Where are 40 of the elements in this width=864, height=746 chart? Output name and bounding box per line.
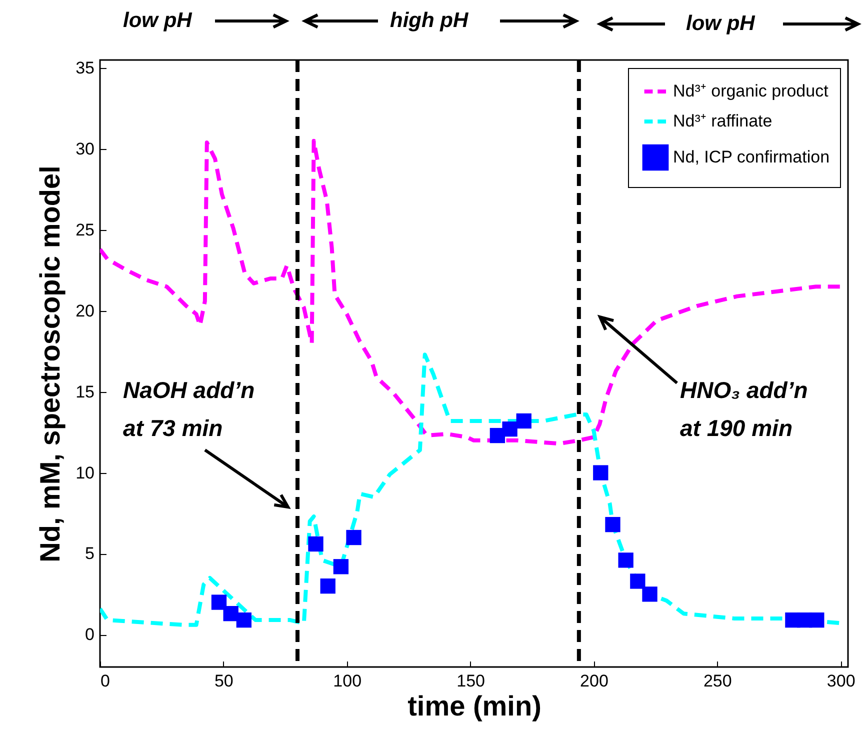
y-tick-label: 15 (76, 382, 94, 402)
point (502, 421, 518, 437)
point (211, 594, 227, 610)
y-tick-label: 25 (76, 220, 94, 240)
point (223, 606, 238, 622)
point (236, 612, 252, 628)
point (346, 530, 362, 546)
x-tick-label: 100 (333, 672, 362, 690)
point (593, 465, 608, 480)
y-tick-label: 5 (85, 544, 94, 564)
text: low pH (686, 12, 756, 35)
y-tick-label: 0 (85, 625, 94, 644)
legend-label: Nd, ICP confirmation (673, 148, 830, 166)
x-tick-label: 0 (100, 672, 110, 690)
legend-label: Nd³⁺ raffinate (673, 112, 772, 130)
x-tick-label: 50 (214, 672, 234, 690)
x-tick-label: 300 (826, 672, 856, 690)
point (320, 578, 336, 594)
point (308, 536, 324, 552)
x-axis-title: time (min) (408, 690, 542, 722)
x-tick-label: 200 (580, 672, 608, 690)
point (809, 612, 824, 628)
y-tick-label: 10 (76, 463, 94, 482)
annotation: NaOH add’n at 73 min (123, 377, 255, 441)
annotation: HNO₃ add’n at 190 min (680, 377, 808, 441)
x-tick-label: 250 (703, 672, 732, 690)
y-axis-title: Nd, mM, spectroscopic model (34, 166, 66, 562)
text: high pH (390, 9, 469, 32)
legend-label: Nd³⁺ organic product (673, 82, 829, 100)
point (605, 516, 620, 532)
point (630, 574, 646, 589)
y-tick-label: 20 (76, 301, 94, 320)
point (642, 586, 658, 602)
point (618, 552, 634, 568)
text: low pH (123, 9, 193, 32)
x-tick-label: 150 (456, 672, 485, 690)
y-tick-label: 35 (76, 58, 94, 78)
point (516, 413, 532, 429)
y-tick-label: 30 (76, 140, 94, 159)
point (333, 559, 349, 574)
